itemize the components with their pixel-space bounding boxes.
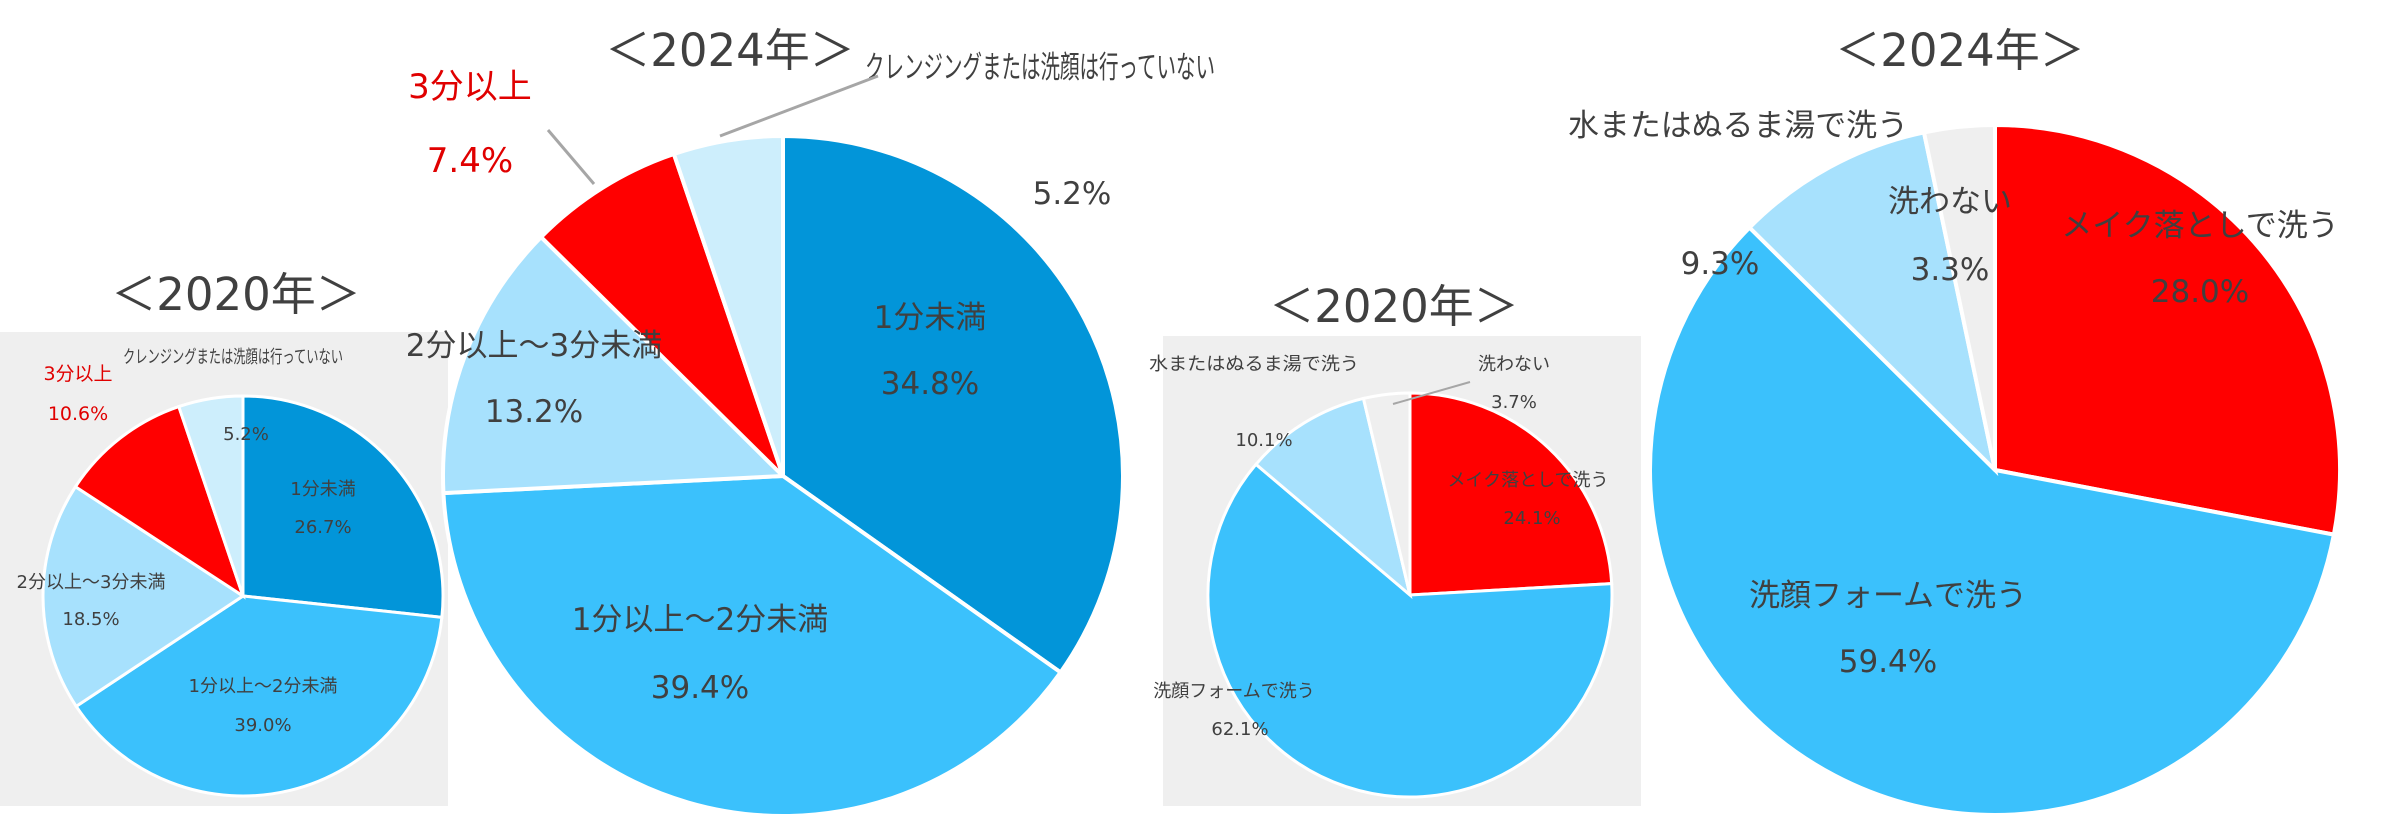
chart-title-2020-duration: ＜2020年＞ — [111, 268, 361, 321]
pie-slice-3-1 — [1648, 224, 2337, 817]
slice-label-name: 洗顔フォームで洗う — [1153, 681, 1314, 702]
pie-slice-0-4 — [176, 394, 245, 597]
slice-label-value: 7.4% — [427, 141, 513, 181]
slice-label-name: メイク落としで洗う — [1447, 470, 1608, 491]
slice-label-value: 26.7% — [294, 517, 351, 538]
slice-label-name: 洗顔フォームで洗う — [1749, 578, 2027, 614]
slice-label-value: 9.3% — [1681, 246, 1760, 282]
slice-label-value: 59.4% — [1839, 644, 1937, 680]
chart-title-2024-method: ＜2024年＞ — [1835, 24, 2085, 77]
slice-label-name: 1分未満 — [874, 300, 987, 336]
slice-label-value: 24.1% — [1503, 508, 1560, 529]
pie-slice-2-3 — [1361, 391, 1412, 596]
slice-label-name: 水またはぬるま湯で洗う — [1149, 354, 1359, 375]
pie-slice-1-3 — [538, 151, 785, 478]
pie-slice-1-1 — [441, 473, 1064, 818]
pie-slice-2-1 — [1206, 462, 1614, 799]
pie-chart-2020-duration — [41, 394, 445, 798]
chart-title-2020-method: ＜2020年＞ — [1269, 280, 1519, 333]
leader-line — [719, 74, 879, 138]
leader-line — [1392, 381, 1471, 405]
slice-label-name: メイク落としで洗う — [2061, 208, 2338, 244]
slice-label-value: 34.8% — [881, 366, 979, 402]
pie-slice-1-2 — [441, 234, 788, 496]
slice-label-value: 13.2% — [485, 394, 583, 430]
pie-slice-0-3 — [73, 404, 246, 600]
pie-slice-1-0 — [781, 133, 1125, 676]
slice-label-name: 3分以上 — [43, 363, 112, 385]
slice-label-name: 洗わない — [1888, 184, 2012, 220]
leader-line — [546, 129, 596, 185]
slice-label-value: 10.1% — [1235, 430, 1292, 451]
slice-label-value: 62.1% — [1211, 719, 1268, 740]
slice-label-name: クレンジングまたは洗顔は行っていない — [123, 347, 343, 368]
pie-slice-2-0 — [1408, 391, 1614, 597]
slice-label-value: 39.0% — [234, 715, 291, 736]
slice-label-value: 5.2% — [223, 424, 269, 445]
slice-label-value: 5.2% — [1033, 176, 1112, 212]
pie-slice-3-3 — [1921, 122, 1997, 471]
pie-chart-2020-method — [1206, 391, 1614, 799]
pie-slice-3-2 — [1746, 130, 1999, 477]
pie-chart-2024-method — [1648, 122, 2342, 817]
pie-slice-1-4 — [671, 133, 785, 477]
slice-label-value: 28.0% — [2151, 274, 2249, 310]
slice-label-value: 39.4% — [651, 670, 749, 706]
slice-label-value: 3.7% — [1491, 392, 1537, 413]
slice-label-name: クレンジングまたは洗顔は行っていない — [865, 50, 1215, 86]
slice-label-name: 3分以上 — [408, 67, 532, 107]
slice-label-name: 水またはぬるま湯で洗う — [1568, 108, 1908, 144]
slice-label-value: 10.6% — [48, 403, 108, 425]
pie-chart-2024-duration — [441, 133, 1125, 818]
slice-label-name: 1分以上～2分未満 — [189, 676, 338, 697]
pie-slice-0-2 — [41, 484, 246, 709]
slice-label-name: 2分以上～3分未満 — [406, 328, 662, 364]
pie-slice-0-0 — [241, 394, 445, 619]
chart-title-2024-duration: ＜2024年＞ — [605, 24, 855, 77]
slice-label-name: 洗わない — [1478, 354, 1550, 375]
slice-label-name: 2分以上～3分未満 — [17, 572, 166, 593]
slice-label-name: 1分未満 — [290, 479, 355, 500]
slice-label-value: 18.5% — [62, 609, 119, 630]
slice-label-value: 3.3% — [1911, 252, 1990, 288]
pie-slice-2-2 — [1253, 396, 1413, 600]
pie-slice-3-0 — [1993, 122, 2342, 537]
slice-label-name: 1分以上～2分未満 — [572, 602, 828, 638]
